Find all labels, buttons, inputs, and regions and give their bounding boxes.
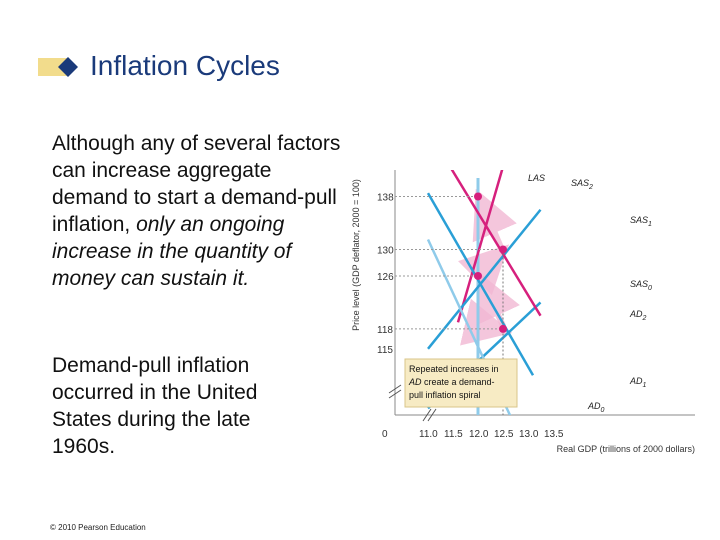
x-tick-12.5: 12.5 <box>494 429 514 440</box>
y-tick-138: 138 <box>377 192 394 203</box>
y-tick-118: 118 <box>377 325 393 336</box>
x-tick-0: 0 <box>382 429 388 440</box>
y-tick-115: 115 <box>377 345 393 356</box>
spiral-arrow-1 <box>472 188 517 250</box>
annotation-box <box>404 358 518 408</box>
curve-AD2 <box>450 170 542 317</box>
spiral-arrow-2 <box>460 298 513 346</box>
spiral-arrow-0 <box>458 244 510 296</box>
y-axis-break <box>388 384 402 399</box>
equilibrium-point-3 <box>499 324 507 333</box>
y-axis-title: Price level (GDP deflator, 2000 = 100) <box>351 179 361 331</box>
paragraph-us-history: Demand-pull inflation occurred in the Un… <box>52 354 258 458</box>
paragraph-demand-pull-text: Although any of several factors can incr… <box>52 132 341 236</box>
label-SAS2: SAS2 <box>571 178 593 191</box>
label-AD0: AD0 <box>587 401 605 414</box>
label-SAS1: SAS1 <box>630 215 652 228</box>
equilibrium-point-2 <box>474 271 482 280</box>
x-axis-break <box>422 408 437 422</box>
label-SAS0: SAS0 <box>630 279 652 292</box>
x-tick-13.5: 13.5 <box>544 429 564 440</box>
inflation-spiral-chart: LAS SAS2 SAS1 SAS0 AD2 AD1 AD0 Repeated increa… <box>351 170 695 454</box>
x-tick-11.0: 11.0 <box>419 429 438 440</box>
label-AD1: AD1 <box>629 376 647 389</box>
label-LAS: LAS <box>528 173 545 183</box>
page-title: Inflation Cycles <box>90 50 280 81</box>
x-tick-11.5: 11.5 <box>444 429 463 440</box>
y-tick-126: 126 <box>377 272 394 283</box>
y-tick-130: 130 <box>377 245 394 256</box>
curve-SAS1 <box>427 208 542 350</box>
annotation-line-3: pull inflation spiral <box>409 390 481 400</box>
paragraph-demand-pull-emphasis: only an ongoing increase in the quantity… <box>52 213 292 290</box>
curve-AD1 <box>426 192 535 376</box>
equilibrium-point-1 <box>499 245 507 254</box>
label-AD2: AD2 <box>629 309 647 322</box>
annotation-line-2: AD create a demand- <box>408 377 495 387</box>
equilibrium-point-0 <box>474 192 482 201</box>
x-axis-title: Real GDP (trillions of 2000 dollars) <box>557 444 695 454</box>
annotation-line-1: Repeated increases in <box>409 364 499 374</box>
x-tick-12.0: 12.0 <box>469 429 489 440</box>
x-tick-13.0: 13.0 <box>519 429 539 440</box>
paragraph-demand-pull: Although any of several factors can incr… <box>52 130 352 292</box>
copyright-notice: © 2010 Pearson Education <box>50 523 146 532</box>
curve-SAS2 <box>456 170 504 323</box>
title-bullet-icon <box>38 57 78 77</box>
